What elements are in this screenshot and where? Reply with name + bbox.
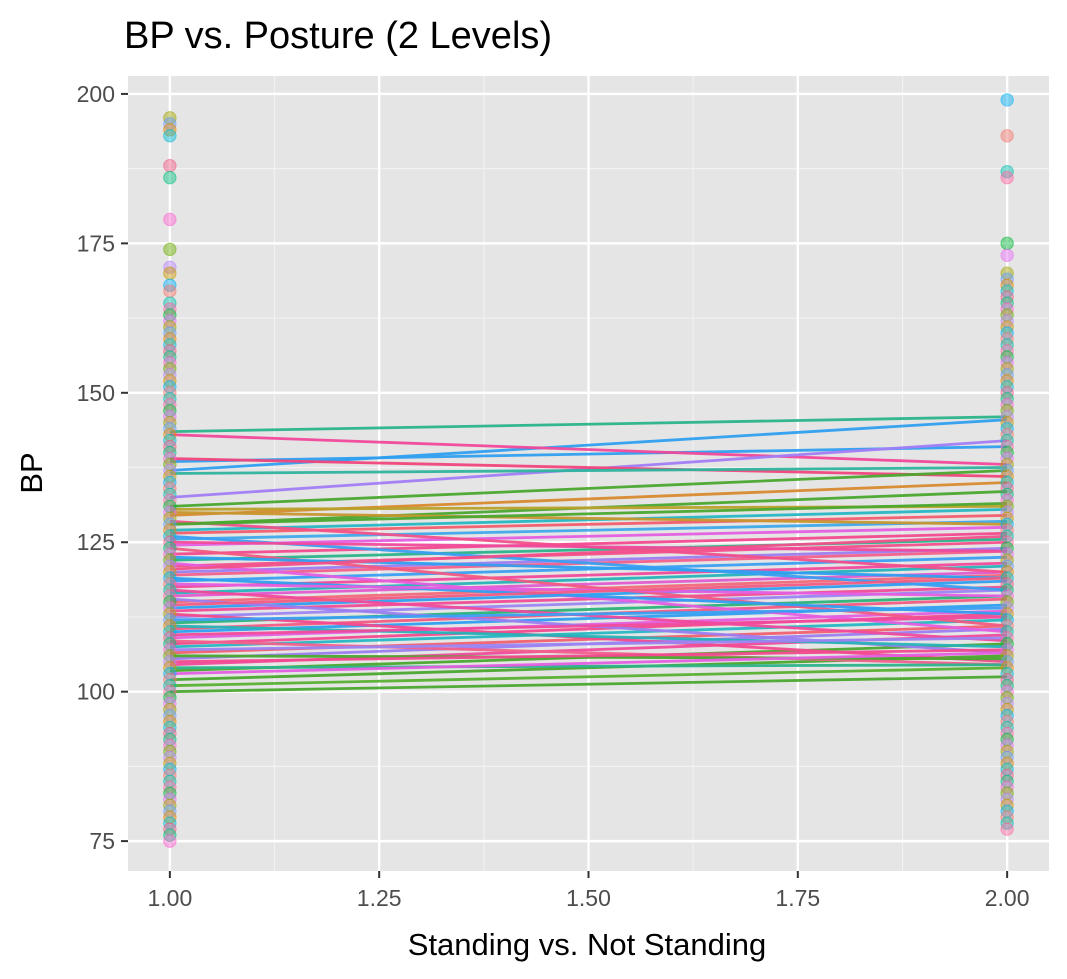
data-point [1000, 170, 1014, 185]
series-line [169, 546, 1008, 574]
data-point [1000, 236, 1014, 251]
series-line [169, 624, 1008, 649]
series-line [169, 639, 1008, 667]
data-point [1000, 248, 1014, 263]
series-line [169, 540, 1008, 553]
x-axis-title: Standing vs. Not Standing [408, 927, 766, 962]
y-tick-label: 150 [77, 380, 115, 406]
series-line [169, 531, 1008, 556]
series-line [169, 519, 1008, 541]
series-line [169, 501, 1008, 526]
x-tick-label: 1.25 [357, 885, 402, 911]
x-axis: 1.00 1.25 1.50 1.75 2.00 [147, 871, 1030, 911]
series-line [169, 606, 1008, 622]
x-tick-label: 2.00 [985, 885, 1030, 911]
series-line [169, 654, 1008, 661]
y-axis: 75 100 125 150 175 200 [77, 81, 128, 854]
series-line [169, 534, 1008, 592]
series-line [169, 651, 1008, 676]
series-line [169, 663, 1008, 670]
series-line [169, 636, 1008, 652]
series-line [169, 469, 1008, 508]
series-line [169, 609, 1008, 640]
series-line [169, 534, 1008, 571]
series-line [169, 555, 1008, 583]
x-tick-label: 1.00 [147, 885, 192, 911]
series-line [169, 576, 1008, 616]
series-line [169, 433, 1008, 466]
series-line [169, 618, 1008, 649]
data-point [163, 834, 177, 848]
series-line [169, 466, 1008, 475]
series-line [169, 555, 1008, 580]
series-line [169, 582, 1008, 598]
series-line [169, 457, 1008, 478]
data-point [163, 170, 177, 185]
y-tick-label: 175 [77, 230, 115, 256]
series-line [169, 525, 1008, 547]
data-point [163, 284, 177, 298]
series-line [169, 439, 1008, 499]
data-point [163, 212, 177, 227]
series-line [169, 648, 1008, 664]
data-point [163, 266, 177, 280]
series-line [169, 588, 1008, 643]
data-point [163, 158, 177, 173]
y-tick-label: 125 [77, 529, 115, 555]
data-point [1000, 93, 1014, 107]
series-lines [169, 415, 1008, 694]
series-line [169, 570, 1008, 598]
data-point [163, 242, 177, 257]
series-line [169, 615, 1008, 637]
series-line [169, 507, 1008, 532]
series-line [169, 612, 1008, 664]
data-point [163, 129, 177, 143]
y-tick-label: 200 [77, 81, 115, 107]
y-tick-label: 75 [89, 828, 115, 854]
chart-title: BP vs. Posture (2 Levels) [124, 15, 552, 57]
series-line [169, 415, 1008, 434]
data-point [1000, 822, 1014, 836]
series-line [169, 666, 1008, 688]
y-axis-title: BP [14, 452, 49, 493]
series-line [169, 579, 1008, 610]
series-line [169, 564, 1008, 595]
data-points [163, 93, 1014, 848]
series-line [169, 576, 1008, 607]
x-tick-label: 1.75 [775, 885, 820, 911]
data-point [1000, 129, 1014, 143]
series-line [169, 510, 1008, 526]
y-tick-label: 100 [77, 679, 115, 705]
x-tick-label: 1.50 [566, 885, 611, 911]
series-line [169, 675, 1008, 694]
